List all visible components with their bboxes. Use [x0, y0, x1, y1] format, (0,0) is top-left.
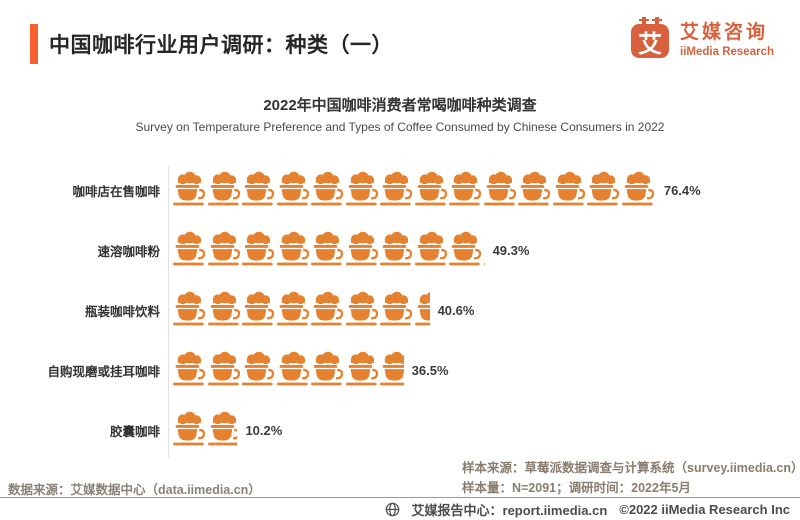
coffee-cup-icon	[587, 171, 619, 208]
chart-row: 速溶咖啡粉 49.3%	[0, 220, 800, 280]
coffee-cup-icon	[484, 171, 516, 208]
value-label: 40.6%	[437, 302, 475, 318]
coffee-cup-icon	[173, 411, 205, 448]
coffee-cup-icon	[277, 231, 309, 268]
coffee-cup-icon	[208, 411, 238, 448]
coffee-cup-icon	[380, 171, 412, 208]
chart-rows: 咖啡店在售咖啡 76.4% 速溶咖啡粉 49.3% 瓶装咖啡饮料 40.6% 自购现磨或挂耳…	[0, 160, 800, 460]
coffee-cup-icon	[242, 351, 274, 388]
coffee-cup-icon	[484, 231, 485, 268]
logo-antenna-icon	[652, 17, 661, 26]
brand-name: 艾媒咨询 iiMedia Research	[680, 17, 774, 58]
coffee-cup-icon	[208, 351, 240, 388]
chart-row: 自购现磨或挂耳咖啡 36.5%	[0, 340, 800, 400]
category-label: 瓶装咖啡饮料	[84, 304, 160, 319]
coffee-cup-icon	[622, 171, 654, 208]
pictogram-chart: 咖啡店在售咖啡 76.4% 速溶咖啡粉 49.3% 瓶装咖啡饮料 40.6% 自购现磨或挂耳…	[0, 160, 800, 460]
brand-name-cn: 艾媒咨询	[680, 21, 769, 43]
header: 中国咖啡行业用户调研：种类（一） 艾 艾媒咨询 iiMedia Research	[30, 16, 774, 64]
footer-copyright: ©2022 iiMedia Research Inc	[619, 501, 790, 517]
sample-size-note: 样本量：N=2091；调研时间：2022年5月	[462, 480, 691, 495]
pictogram-bar	[173, 350, 404, 390]
brand-name-en: iiMedia Research	[680, 45, 774, 58]
value-label: 10.2%	[245, 422, 283, 438]
axis-line	[168, 166, 169, 458]
coffee-cup-icon	[518, 171, 550, 208]
logo-antenna-icon	[639, 17, 648, 26]
chart-row: 瓶装咖啡饮料 40.6%	[0, 280, 800, 340]
footer: 艾媒报告中心：report.iimedia.cn ©2022 iiMedia R…	[385, 499, 790, 519]
pictogram-bar	[173, 290, 430, 330]
brand-logo: 艾 艾媒咨询 iiMedia Research	[631, 16, 774, 58]
coffee-cup-icon	[311, 171, 343, 208]
coffee-cup-icon	[346, 231, 378, 268]
pictogram-bar	[173, 170, 656, 210]
category-label: 咖啡店在售咖啡	[72, 184, 160, 199]
coffee-cup-icon	[277, 171, 309, 208]
accent-bar	[30, 24, 38, 64]
coffee-cup-icon	[242, 231, 274, 268]
coffee-cup-icon	[346, 351, 378, 388]
value-label: 36.5%	[411, 362, 449, 378]
category-label: 胶囊咖啡	[109, 424, 160, 439]
chart-row: 胶囊咖啡 10.2%	[0, 400, 800, 460]
coffee-cup-icon	[449, 171, 481, 208]
coffee-cup-icon	[346, 171, 378, 208]
coffee-cup-icon	[449, 231, 481, 268]
coffee-cup-icon	[208, 171, 240, 208]
coffee-cup-icon	[311, 231, 343, 268]
coffee-cup-icon	[415, 231, 447, 268]
sample-notes: 样本来源：草莓派数据调查与计算系统（survey.iimedia.cn） 样本量…	[462, 459, 800, 498]
coffee-cup-icon	[553, 171, 585, 208]
category-label: 自购现磨或挂耳咖啡	[47, 364, 160, 379]
chart-subtitle: Survey on Temperature Preference and Typ…	[135, 120, 665, 134]
brand-logo-icon: 艾	[631, 16, 671, 58]
coffee-cup-icon	[311, 351, 343, 388]
category-label: 速溶咖啡粉	[97, 244, 160, 259]
value-label: 49.3%	[492, 242, 530, 258]
page-title: 中国咖啡行业用户调研：种类（一）	[49, 34, 393, 57]
title-block: 中国咖啡行业用户调研：种类（一）	[30, 24, 393, 64]
globe-icon	[385, 502, 399, 516]
pictogram-bar	[173, 230, 485, 270]
value-label: 76.4%	[663, 182, 701, 198]
coffee-cup-icon	[277, 291, 309, 328]
coffee-cup-icon	[380, 291, 412, 328]
pictogram-bar	[173, 410, 237, 450]
coffee-cup-icon	[242, 291, 274, 328]
coffee-cup-icon	[311, 291, 343, 328]
coffee-cup-icon	[173, 291, 205, 328]
footer-divider	[0, 497, 800, 498]
coffee-cup-icon	[380, 231, 412, 268]
footer-report-center: 艾媒报告中心：report.iimedia.cn	[411, 502, 608, 518]
coffee-cup-icon	[346, 291, 378, 328]
coffee-cup-icon	[173, 171, 205, 208]
coffee-cup-icon	[415, 291, 430, 328]
logo-glyph: 艾	[631, 24, 670, 58]
coffee-cup-icon	[173, 231, 205, 268]
sample-source-note: 样本来源：草莓派数据调查与计算系统（survey.iimedia.cn）	[462, 461, 800, 475]
coffee-cup-icon	[380, 351, 404, 388]
coffee-cup-icon	[208, 291, 240, 328]
chart-row: 咖啡店在售咖啡 76.4%	[0, 160, 800, 220]
data-source-note: 数据来源：艾媒数据中心（data.iimedia.cn）	[8, 483, 261, 497]
coffee-cup-icon	[277, 351, 309, 388]
coffee-cup-icon	[242, 171, 274, 208]
coffee-cup-icon	[208, 231, 240, 268]
chart-title: 2022年中国咖啡消费者常喝咖啡种类调查	[263, 97, 537, 114]
coffee-cup-icon	[173, 351, 205, 388]
coffee-cup-icon	[415, 171, 447, 208]
